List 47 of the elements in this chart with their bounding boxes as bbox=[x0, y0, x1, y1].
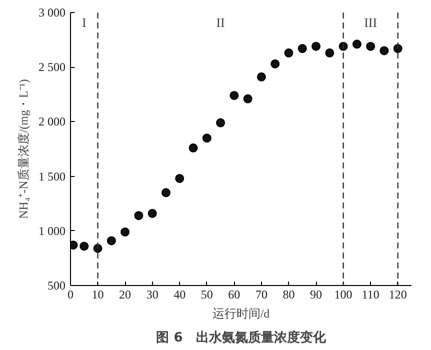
point bbox=[134, 211, 144, 220]
point bbox=[256, 72, 266, 82]
point bbox=[120, 228, 130, 236]
x-tick-label: 110 bbox=[362, 288, 380, 302]
point bbox=[325, 48, 334, 58]
x-tick-label: 100 bbox=[334, 288, 352, 302]
x-tick-label: 50 bbox=[200, 288, 213, 302]
y-tick-label: 2 000 bbox=[38, 114, 66, 129]
x-tick-label: 0 bbox=[68, 288, 74, 302]
y-tick-label: 500 bbox=[48, 278, 66, 292]
point bbox=[161, 188, 170, 198]
point bbox=[106, 236, 116, 246]
text: 图 6 出水氨氮质量浓度变化 bbox=[156, 330, 327, 346]
annotation: III bbox=[364, 15, 378, 30]
point bbox=[202, 134, 212, 143]
point bbox=[243, 94, 252, 104]
y-tick-label: 2 500 bbox=[38, 60, 66, 74]
point bbox=[175, 174, 184, 183]
y-tick-label: 1 500 bbox=[38, 169, 66, 184]
x-axis-title: 运行时间/d bbox=[212, 306, 270, 320]
x-tick-label: 90 bbox=[310, 288, 322, 302]
point bbox=[80, 242, 89, 251]
y-tick-label: 3 000 bbox=[38, 6, 66, 20]
point bbox=[352, 40, 362, 49]
point bbox=[380, 46, 389, 56]
point bbox=[188, 143, 198, 152]
x-tick-label: 80 bbox=[282, 288, 295, 302]
point bbox=[366, 42, 376, 51]
x-tick-label: 120 bbox=[388, 288, 407, 302]
annotation: II bbox=[216, 15, 225, 30]
point bbox=[230, 91, 239, 100]
x-tick-label: 30 bbox=[146, 288, 158, 302]
point bbox=[148, 208, 157, 218]
x-tick-label: 40 bbox=[174, 288, 186, 302]
point bbox=[270, 59, 280, 68]
point bbox=[216, 118, 226, 128]
y-tick-label: 1 000 bbox=[38, 224, 66, 238]
x-tick-label: 20 bbox=[119, 288, 132, 302]
x-tick-label: 60 bbox=[228, 288, 240, 302]
annotation: I bbox=[82, 15, 86, 30]
x-tick-label: 10 bbox=[92, 288, 104, 302]
point bbox=[312, 42, 321, 51]
y-axis-title: NH₄⁺-N质量浓度/(mg・L⁻¹) bbox=[16, 79, 30, 219]
x-tick-label: 70 bbox=[255, 288, 268, 302]
point bbox=[393, 44, 402, 54]
point bbox=[284, 48, 294, 58]
point bbox=[298, 44, 307, 54]
